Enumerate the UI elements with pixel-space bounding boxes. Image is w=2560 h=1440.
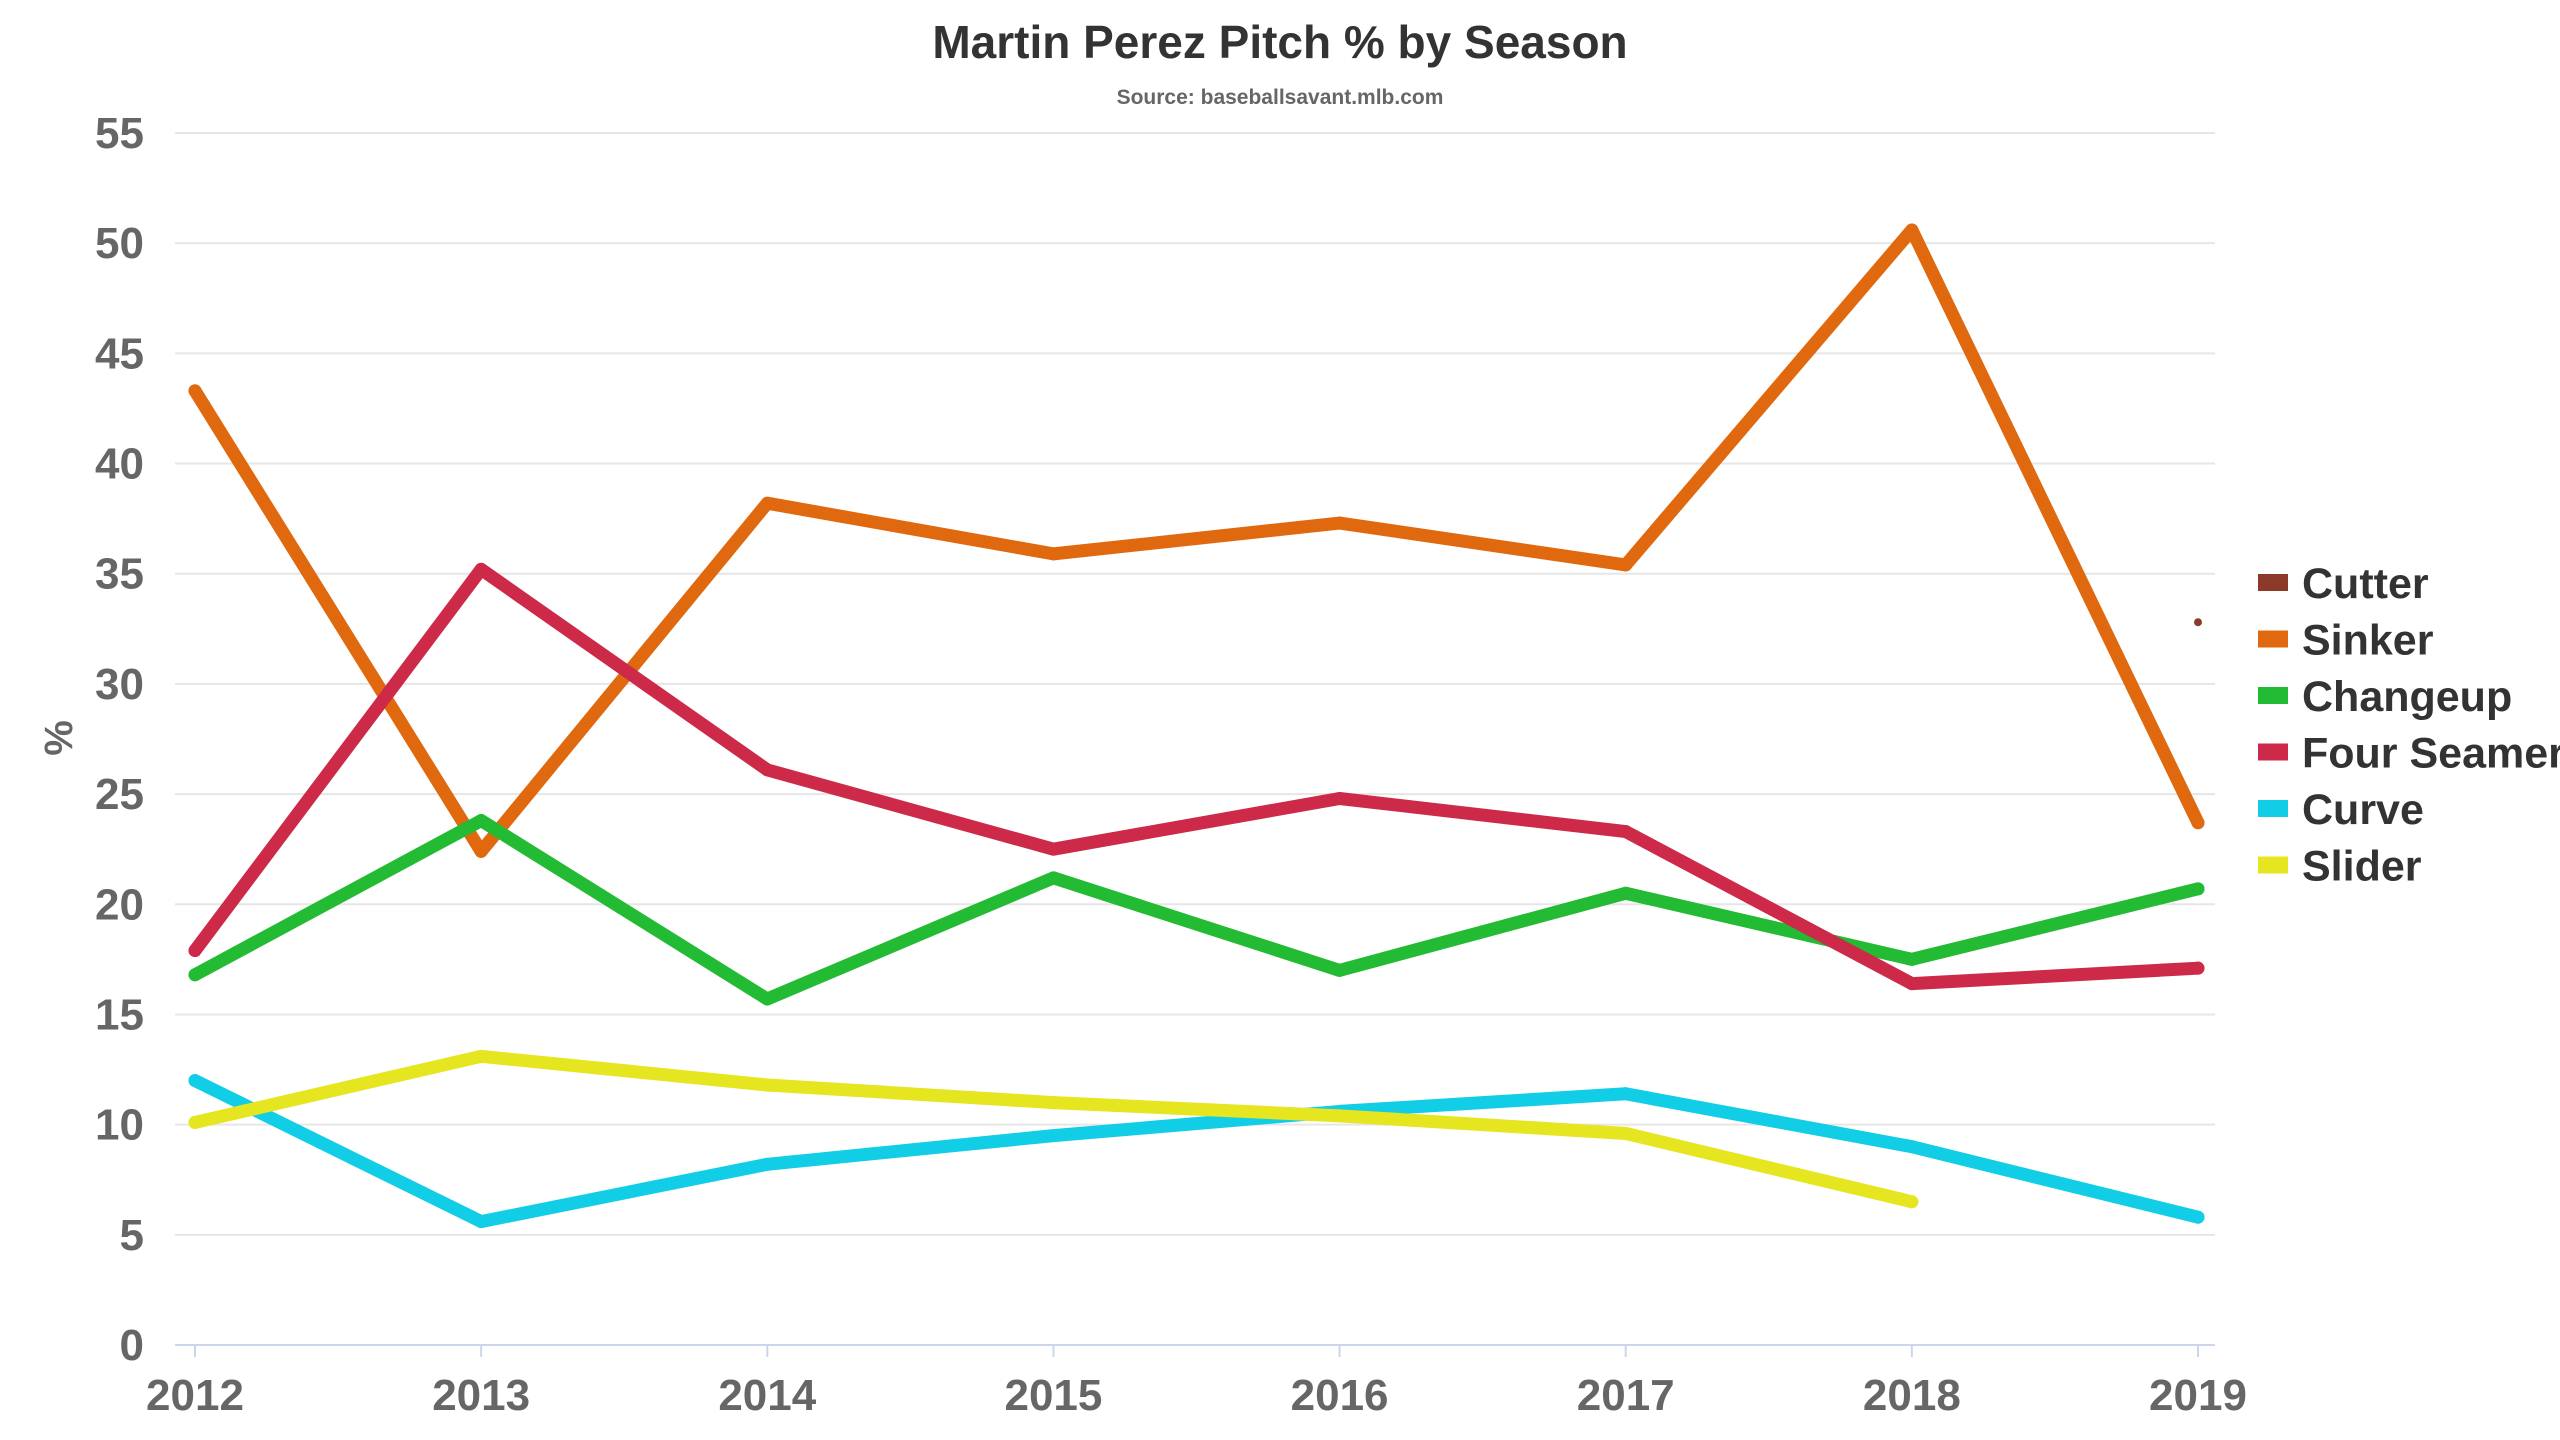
data-point[interactable] xyxy=(188,968,202,982)
legend-item-sinker[interactable]: Sinker xyxy=(2258,617,2434,665)
chart-title: Martin Perez Pitch % by Season xyxy=(932,16,1627,68)
data-point[interactable] xyxy=(760,763,774,777)
data-point[interactable] xyxy=(1905,977,1919,991)
data-point[interactable] xyxy=(2191,1210,2205,1224)
data-point[interactable] xyxy=(760,1078,774,1092)
data-point[interactable] xyxy=(188,944,202,958)
data-point[interactable] xyxy=(1046,842,1060,856)
legend-swatch xyxy=(2258,630,2288,648)
data-point[interactable] xyxy=(1333,963,1347,977)
data-point[interactable] xyxy=(2191,816,2205,830)
data-point[interactable] xyxy=(474,844,488,858)
data-point[interactable] xyxy=(1046,871,1060,885)
series-four-seamer[interactable] xyxy=(188,562,2205,991)
legend-label: Cutter xyxy=(2302,560,2429,608)
x-tick-label: 2016 xyxy=(1291,1371,1389,1420)
y-tick-label: 50 xyxy=(95,219,144,268)
data-point[interactable] xyxy=(1905,1195,1919,1209)
data-point[interactable] xyxy=(188,1115,202,1129)
legend-label: Curve xyxy=(2302,786,2424,834)
legend-swatch xyxy=(2258,800,2288,817)
data-point[interactable] xyxy=(1046,547,1060,561)
legend-label: Changeup xyxy=(2302,673,2512,721)
y-tick-label: 55 xyxy=(95,109,144,158)
data-point[interactable] xyxy=(1333,1109,1347,1123)
data-point[interactable] xyxy=(2194,618,2202,627)
x-tick-label: 2015 xyxy=(1004,1371,1102,1420)
legend-label: Sinker xyxy=(2302,617,2434,665)
data-point[interactable] xyxy=(188,1074,202,1088)
data-point[interactable] xyxy=(1619,1126,1633,1140)
y-tick-label: 35 xyxy=(95,550,144,599)
y-tick-label: 5 xyxy=(120,1211,144,1260)
chart-subtitle: Source: baseballsavant.mlb.com xyxy=(1117,86,1444,109)
data-point[interactable] xyxy=(760,496,774,510)
data-point[interactable] xyxy=(1619,825,1633,839)
data-point[interactable] xyxy=(2191,882,2205,896)
series-cutter[interactable] xyxy=(2194,618,2202,627)
legend-item-changeup[interactable]: Changeup xyxy=(2258,673,2512,721)
data-point[interactable] xyxy=(1619,558,1633,572)
x-tick-label: 2017 xyxy=(1577,1371,1675,1420)
x-tick-label: 2012 xyxy=(146,1371,244,1420)
y-tick-label: 20 xyxy=(95,880,144,929)
data-point[interactable] xyxy=(1333,791,1347,805)
legend-item-four-seamer[interactable]: Four Seamer xyxy=(2258,730,2560,778)
legend-swatch xyxy=(2258,856,2288,874)
y-tick-label: 15 xyxy=(95,990,144,1039)
series-lines xyxy=(188,223,2205,1229)
data-point[interactable] xyxy=(760,1157,774,1171)
y-tick-label: 25 xyxy=(95,770,144,819)
y-axis-label: % xyxy=(37,720,81,756)
y-axis-ticks: 0 5 10 15 20 25 30 35 40 45 50 55 xyxy=(95,109,144,1370)
data-point[interactable] xyxy=(2191,961,2205,975)
data-point[interactable] xyxy=(474,1049,488,1063)
data-point[interactable] xyxy=(474,814,488,828)
data-point[interactable] xyxy=(474,562,488,576)
legend-label: Slider xyxy=(2302,843,2422,891)
series-line-sinker[interactable] xyxy=(188,223,2205,858)
series-curve[interactable] xyxy=(188,1074,2205,1229)
x-tick-label: 2013 xyxy=(432,1371,530,1420)
series-slider[interactable] xyxy=(188,1049,1919,1209)
series-line-slider[interactable] xyxy=(188,1049,1919,1209)
data-point[interactable] xyxy=(760,992,774,1006)
y-tick-label: 40 xyxy=(95,440,144,489)
series-line-changeup[interactable] xyxy=(188,814,2205,1006)
legend-swatch xyxy=(2258,687,2288,704)
legend-swatch xyxy=(2258,743,2288,761)
legend-label: Four Seamer xyxy=(2302,730,2560,778)
data-point[interactable] xyxy=(1333,516,1347,530)
data-point[interactable] xyxy=(1905,223,1919,237)
y-tick-label: 10 xyxy=(95,1101,144,1150)
y-tick-label: 0 xyxy=(120,1321,144,1370)
legend-swatch xyxy=(2258,574,2288,591)
legend-item-cutter[interactable]: Cutter xyxy=(2258,560,2429,608)
data-point[interactable] xyxy=(1905,1140,1919,1154)
legend[interactable]: Cutter Sinker Changeup Four Seamer Curve Slid… xyxy=(2258,560,2560,891)
data-point[interactable] xyxy=(1046,1096,1060,1110)
data-point[interactable] xyxy=(1046,1129,1060,1143)
data-point[interactable] xyxy=(1619,1087,1633,1101)
series-line-four-seamer[interactable] xyxy=(188,562,2205,991)
gridlines xyxy=(175,132,2215,1346)
y-tick-label: 45 xyxy=(95,329,144,378)
series-sinker[interactable] xyxy=(188,223,2205,858)
data-point[interactable] xyxy=(188,384,202,398)
legend-item-curve[interactable]: Curve xyxy=(2258,786,2424,834)
x-tick-label: 2014 xyxy=(718,1371,816,1420)
data-point[interactable] xyxy=(1619,886,1633,900)
series-changeup[interactable] xyxy=(188,814,2205,1006)
x-tick-label: 2019 xyxy=(2149,1371,2247,1420)
x-axis-ticks: 2012 2013 2014 2015 2016 2017 2018 2019 xyxy=(146,1345,2247,1420)
series-line-curve[interactable] xyxy=(188,1074,2205,1229)
legend-item-slider[interactable]: Slider xyxy=(2258,843,2422,891)
y-tick-label: 30 xyxy=(95,660,144,709)
x-tick-label: 2018 xyxy=(1863,1371,1961,1420)
data-point[interactable] xyxy=(1905,952,1919,966)
data-point[interactable] xyxy=(474,1215,488,1229)
